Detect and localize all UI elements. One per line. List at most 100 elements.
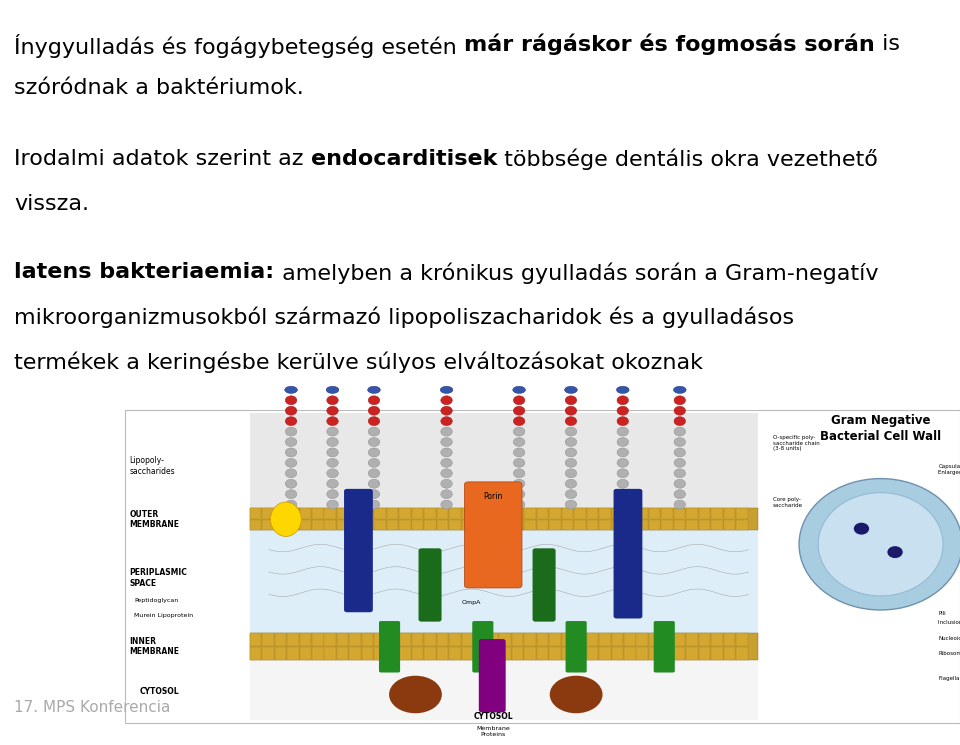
FancyBboxPatch shape (499, 647, 511, 660)
Circle shape (565, 406, 577, 415)
Circle shape (285, 458, 297, 467)
FancyBboxPatch shape (312, 508, 324, 519)
FancyBboxPatch shape (287, 520, 299, 530)
Circle shape (369, 500, 380, 509)
FancyBboxPatch shape (636, 520, 648, 530)
Circle shape (285, 479, 297, 488)
FancyBboxPatch shape (562, 647, 573, 660)
FancyBboxPatch shape (613, 489, 642, 618)
FancyBboxPatch shape (654, 621, 675, 673)
FancyBboxPatch shape (449, 520, 461, 530)
FancyBboxPatch shape (262, 647, 274, 660)
FancyBboxPatch shape (699, 633, 710, 646)
FancyBboxPatch shape (599, 508, 611, 519)
FancyBboxPatch shape (337, 520, 348, 530)
Text: Ínygyulladás és fogágybetegség esetén: Ínygyulladás és fogágybetegség esetén (14, 34, 465, 57)
FancyBboxPatch shape (437, 520, 448, 530)
FancyBboxPatch shape (275, 508, 286, 519)
Circle shape (326, 396, 338, 405)
Circle shape (617, 469, 629, 478)
FancyBboxPatch shape (387, 633, 398, 646)
Text: Capsula: Capsula (938, 463, 960, 469)
FancyBboxPatch shape (287, 647, 299, 660)
FancyBboxPatch shape (711, 647, 723, 660)
FancyBboxPatch shape (624, 647, 636, 660)
FancyBboxPatch shape (499, 508, 511, 519)
Circle shape (565, 437, 577, 446)
FancyBboxPatch shape (724, 633, 735, 646)
FancyBboxPatch shape (736, 647, 748, 660)
Text: Bacterial Cell Wall: Bacterial Cell Wall (820, 430, 941, 443)
FancyBboxPatch shape (399, 508, 411, 519)
FancyBboxPatch shape (312, 520, 324, 530)
FancyBboxPatch shape (250, 633, 261, 646)
FancyBboxPatch shape (661, 520, 673, 530)
Circle shape (369, 427, 380, 436)
Ellipse shape (271, 502, 301, 536)
FancyBboxPatch shape (449, 508, 461, 519)
Circle shape (617, 427, 629, 436)
Text: CYTOSOL: CYTOSOL (473, 712, 513, 721)
FancyBboxPatch shape (479, 639, 506, 712)
FancyBboxPatch shape (724, 508, 735, 519)
FancyBboxPatch shape (449, 633, 461, 646)
FancyBboxPatch shape (362, 647, 373, 660)
Circle shape (441, 500, 452, 509)
FancyBboxPatch shape (587, 508, 598, 519)
Circle shape (441, 437, 452, 446)
FancyBboxPatch shape (275, 520, 286, 530)
FancyBboxPatch shape (474, 647, 486, 660)
Circle shape (285, 448, 297, 457)
Circle shape (617, 489, 629, 498)
Text: Porin: Porin (484, 492, 503, 501)
Circle shape (326, 469, 338, 478)
Circle shape (887, 546, 902, 558)
FancyBboxPatch shape (374, 633, 386, 646)
Text: Pili: Pili (938, 611, 946, 615)
Circle shape (674, 406, 685, 415)
Circle shape (326, 489, 338, 498)
Circle shape (617, 479, 629, 488)
FancyBboxPatch shape (324, 647, 336, 660)
Circle shape (674, 448, 685, 457)
FancyBboxPatch shape (524, 633, 536, 646)
Ellipse shape (818, 492, 943, 596)
FancyBboxPatch shape (524, 508, 536, 519)
Circle shape (565, 448, 577, 457)
FancyBboxPatch shape (412, 520, 423, 530)
Circle shape (369, 437, 380, 446)
Text: Gram Negative: Gram Negative (831, 414, 930, 428)
FancyBboxPatch shape (524, 520, 536, 530)
FancyBboxPatch shape (686, 633, 698, 646)
FancyBboxPatch shape (337, 647, 348, 660)
Circle shape (285, 489, 297, 498)
Circle shape (441, 489, 452, 498)
Circle shape (514, 406, 525, 415)
Circle shape (674, 469, 685, 478)
Circle shape (441, 469, 452, 478)
FancyBboxPatch shape (599, 633, 611, 646)
FancyBboxPatch shape (437, 633, 448, 646)
FancyBboxPatch shape (699, 520, 710, 530)
Circle shape (326, 406, 338, 415)
FancyBboxPatch shape (699, 508, 710, 519)
Ellipse shape (513, 386, 525, 393)
Circle shape (326, 416, 338, 425)
FancyBboxPatch shape (512, 633, 523, 646)
Circle shape (565, 427, 577, 436)
FancyBboxPatch shape (449, 647, 461, 660)
FancyBboxPatch shape (250, 530, 758, 633)
Text: CYTOSOL: CYTOSOL (139, 687, 179, 696)
FancyBboxPatch shape (344, 489, 372, 612)
FancyBboxPatch shape (250, 508, 261, 519)
Text: is: is (875, 34, 900, 54)
Ellipse shape (616, 386, 629, 393)
FancyBboxPatch shape (424, 520, 436, 530)
FancyBboxPatch shape (562, 633, 573, 646)
Circle shape (514, 479, 525, 488)
Text: mikroorganizmusokból származó lipopoliszacharidok és a gyulladásos: mikroorganizmusokból származó lipopolisz… (14, 307, 795, 329)
FancyBboxPatch shape (324, 633, 336, 646)
Circle shape (369, 448, 380, 457)
Circle shape (617, 500, 629, 509)
FancyBboxPatch shape (674, 520, 685, 530)
